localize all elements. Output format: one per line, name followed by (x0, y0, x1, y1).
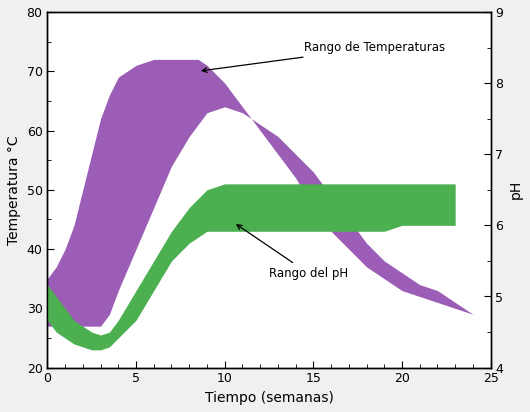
Y-axis label: Temperatura °C: Temperatura °C (7, 135, 21, 245)
Text: Rango del pH: Rango del pH (237, 225, 348, 280)
Y-axis label: pH: pH (509, 180, 523, 199)
Text: Rango de Temperaturas: Rango de Temperaturas (202, 41, 446, 73)
X-axis label: Tiempo (semanas): Tiempo (semanas) (205, 391, 333, 405)
